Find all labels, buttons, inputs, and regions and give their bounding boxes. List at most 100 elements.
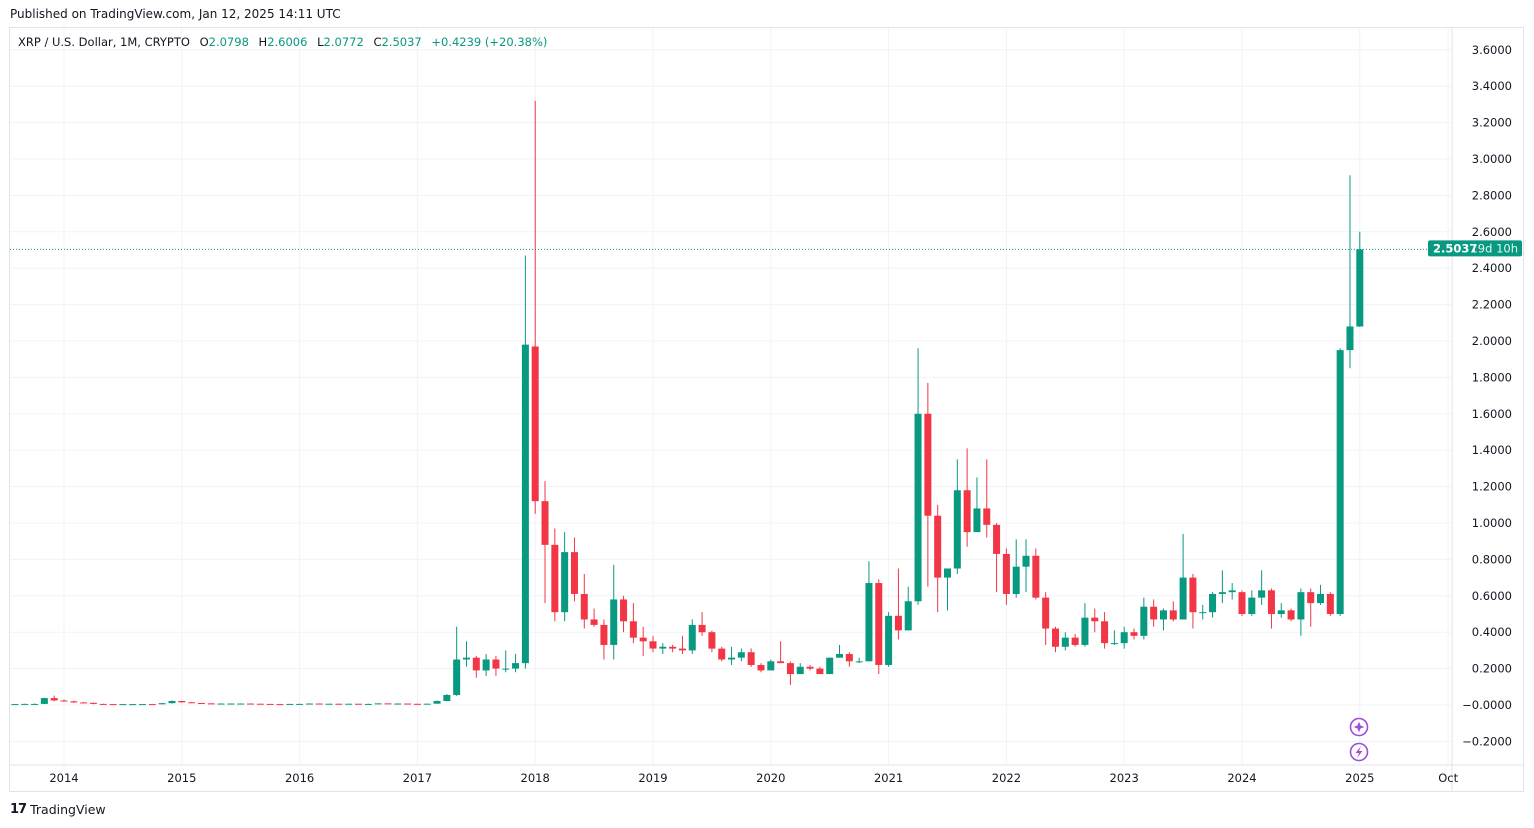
- candle[interactable]: [767, 659, 775, 671]
- candle[interactable]: [1297, 588, 1305, 636]
- candle[interactable]: [472, 655, 480, 678]
- candle[interactable]: [1042, 592, 1050, 645]
- candle[interactable]: [305, 703, 313, 705]
- candle[interactable]: [247, 703, 255, 705]
- candle[interactable]: [1032, 548, 1040, 600]
- candle[interactable]: [1238, 590, 1246, 616]
- candle[interactable]: [433, 700, 441, 704]
- candle[interactable]: [1169, 601, 1177, 622]
- candle[interactable]: [728, 646, 736, 665]
- candle[interactable]: [89, 702, 97, 705]
- candle[interactable]: [1218, 570, 1226, 604]
- candle[interactable]: [904, 586, 912, 631]
- candle[interactable]: [934, 504, 942, 613]
- candle[interactable]: [1356, 231, 1364, 327]
- candle[interactable]: [551, 528, 559, 622]
- candle[interactable]: [482, 654, 490, 676]
- candle[interactable]: [1051, 626, 1059, 653]
- candle[interactable]: [462, 641, 470, 667]
- candle[interactable]: [963, 448, 971, 547]
- candle[interactable]: [659, 643, 667, 655]
- candle[interactable]: [816, 666, 824, 675]
- candle[interactable]: [70, 700, 78, 703]
- candle[interactable]: [1287, 608, 1295, 622]
- candle[interactable]: [855, 657, 863, 664]
- candle[interactable]: [1346, 175, 1354, 369]
- candle[interactable]: [757, 663, 765, 673]
- candle[interactable]: [845, 652, 853, 667]
- candle[interactable]: [590, 608, 598, 627]
- candle[interactable]: [492, 655, 500, 676]
- candle[interactable]: [1267, 588, 1275, 629]
- candle[interactable]: [237, 703, 245, 705]
- candle[interactable]: [1258, 570, 1266, 605]
- candle[interactable]: [914, 348, 922, 605]
- tradingview-logo[interactable]: 17 TradingView: [10, 802, 106, 817]
- candle[interactable]: [865, 561, 873, 662]
- candle[interactable]: [1228, 583, 1236, 600]
- candle[interactable]: [335, 703, 343, 705]
- candle[interactable]: [21, 703, 29, 705]
- candle[interactable]: [777, 641, 785, 664]
- candle[interactable]: [80, 701, 88, 704]
- candle[interactable]: [168, 700, 176, 704]
- candle[interactable]: [698, 612, 706, 636]
- candle[interactable]: [924, 382, 932, 587]
- candle[interactable]: [1326, 592, 1334, 616]
- candle[interactable]: [718, 646, 726, 662]
- sparkle-event-icon[interactable]: [1349, 717, 1369, 737]
- candle[interactable]: [1199, 604, 1207, 620]
- candle[interactable]: [1120, 626, 1128, 649]
- candle[interactable]: [678, 635, 686, 655]
- candle[interactable]: [1110, 630, 1118, 645]
- candle[interactable]: [197, 702, 205, 704]
- candle[interactable]: [570, 537, 578, 602]
- candle[interactable]: [374, 703, 382, 705]
- candle[interactable]: [286, 703, 294, 705]
- candle[interactable]: [1336, 348, 1344, 616]
- candle[interactable]: [276, 703, 284, 706]
- candle[interactable]: [256, 703, 264, 705]
- candle[interactable]: [688, 619, 696, 655]
- candle[interactable]: [708, 630, 716, 653]
- candle[interactable]: [148, 703, 156, 706]
- candle[interactable]: [993, 523, 1001, 593]
- candle[interactable]: [99, 703, 107, 705]
- candle[interactable]: [423, 703, 431, 705]
- symbol-title[interactable]: XRP / U.S. Dollar, 1M, CRYPTO: [18, 35, 190, 49]
- candle[interactable]: [139, 703, 147, 706]
- candle[interactable]: [1061, 632, 1069, 651]
- candle[interactable]: [806, 664, 814, 671]
- candle[interactable]: [521, 255, 529, 669]
- candle[interactable]: [364, 703, 372, 705]
- candle[interactable]: [1081, 603, 1089, 647]
- candle[interactable]: [1071, 634, 1079, 647]
- candle[interactable]: [158, 702, 166, 705]
- candle[interactable]: [1317, 584, 1325, 605]
- candle[interactable]: [541, 481, 549, 604]
- candle[interactable]: [207, 703, 215, 705]
- candle[interactable]: [747, 648, 755, 667]
- candle[interactable]: [953, 459, 961, 574]
- candle[interactable]: [1189, 573, 1197, 629]
- candle[interactable]: [413, 703, 421, 705]
- candle[interactable]: [531, 100, 539, 514]
- candle[interactable]: [443, 694, 451, 702]
- candle[interactable]: [453, 626, 461, 696]
- candle[interactable]: [502, 650, 510, 673]
- candle[interactable]: [1012, 539, 1020, 598]
- candle[interactable]: [1159, 608, 1167, 631]
- candle[interactable]: [796, 663, 804, 675]
- candle[interactable]: [1307, 588, 1315, 627]
- candle[interactable]: [639, 626, 647, 656]
- candle[interactable]: [649, 635, 657, 653]
- candle[interactable]: [1130, 628, 1138, 640]
- candle[interactable]: [296, 703, 304, 705]
- candle[interactable]: [1179, 533, 1187, 620]
- candle[interactable]: [1140, 597, 1148, 640]
- candle[interactable]: [973, 477, 981, 533]
- candle[interactable]: [561, 532, 569, 622]
- candle[interactable]: [1002, 548, 1010, 605]
- candle[interactable]: [188, 702, 196, 704]
